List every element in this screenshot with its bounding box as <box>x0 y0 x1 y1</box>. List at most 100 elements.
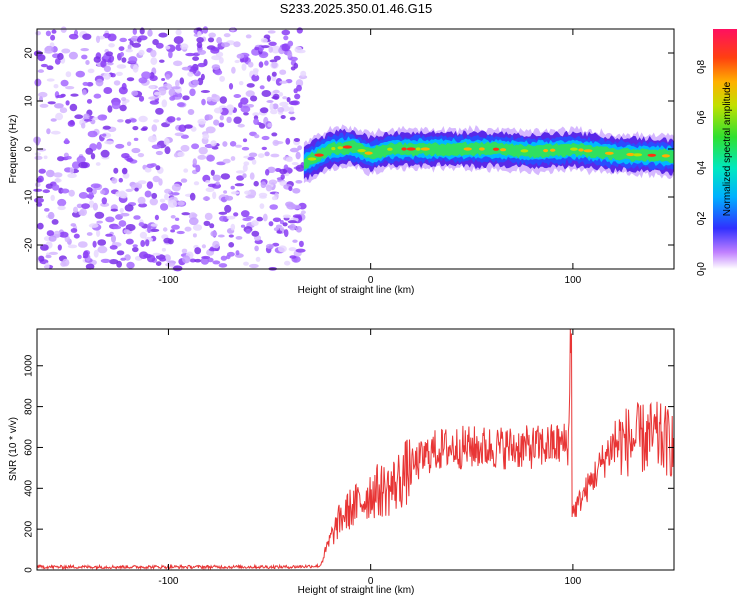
noise-blob <box>34 197 44 204</box>
noise-blob <box>50 130 61 135</box>
noise-blob <box>116 64 127 69</box>
noise-blob <box>236 53 245 59</box>
noise-blob <box>48 251 59 255</box>
noise-blob <box>194 247 202 255</box>
x-tick-label: 0 <box>368 275 374 286</box>
noise-blob <box>289 223 297 231</box>
signal-hotspot <box>314 153 324 157</box>
y-tick-label: 10 <box>24 95 35 107</box>
noise-blob <box>205 180 211 184</box>
noise-blob <box>253 180 259 187</box>
noise-blob <box>230 156 236 161</box>
noise-blob <box>210 140 217 147</box>
noise-blob <box>119 207 124 214</box>
noise-blob <box>38 255 45 262</box>
signal-hotspot <box>401 147 407 151</box>
noise-blob <box>34 78 42 87</box>
signal-hotspot <box>331 147 336 151</box>
noise-blob <box>103 87 113 94</box>
noise-blob <box>294 46 303 53</box>
noise-blob <box>181 212 190 216</box>
noise-blob <box>265 169 270 176</box>
noise-blob <box>280 174 285 180</box>
noise-blob <box>100 60 107 68</box>
noise-blob <box>193 181 200 186</box>
noise-blob <box>251 48 260 56</box>
noise-blob <box>197 62 206 68</box>
noise-blob <box>245 194 255 199</box>
noise-blob <box>154 91 161 96</box>
noise-blob <box>243 161 250 166</box>
noise-blob <box>285 137 291 145</box>
noise-blob <box>38 168 46 174</box>
noise-blob <box>37 175 44 183</box>
noise-blob <box>210 230 218 237</box>
noise-blob <box>300 210 306 215</box>
noise-blob <box>60 79 69 87</box>
noise-blob <box>261 135 270 141</box>
noise-blob <box>247 61 254 68</box>
noise-blob <box>39 96 43 102</box>
noise-blob <box>140 240 146 247</box>
noise-blob <box>125 224 136 231</box>
noise-blob <box>190 126 197 132</box>
noise-blob <box>95 35 101 43</box>
noise-blob <box>211 64 221 70</box>
noise-blob <box>48 235 57 242</box>
noise-blob <box>254 245 259 252</box>
noise-blob <box>192 233 197 238</box>
noise-blob <box>163 138 170 146</box>
noise-blob <box>120 192 128 199</box>
noise-blob <box>149 85 156 90</box>
noise-blob <box>85 263 95 270</box>
noise-blob <box>68 189 75 197</box>
noise-blob <box>146 254 156 263</box>
noise-blob <box>67 244 78 249</box>
noise-blob <box>121 57 127 63</box>
noise-blob <box>92 116 99 121</box>
y-tick-label: 1000 <box>24 354 35 377</box>
noise-blob <box>106 62 114 66</box>
noise-blob <box>147 29 153 37</box>
noise-blob <box>245 34 252 39</box>
noise-blob <box>206 154 215 162</box>
noise-blob <box>203 220 211 226</box>
noise-blob <box>76 203 83 209</box>
noise-blob <box>124 204 134 212</box>
noise-blob <box>242 138 248 143</box>
noise-blob <box>125 188 133 192</box>
noise-blob <box>223 33 231 38</box>
noise-blob <box>155 42 164 49</box>
noise-blob <box>285 157 293 163</box>
noise-blob <box>291 162 299 166</box>
noise-blob <box>290 66 296 71</box>
noise-blob <box>181 66 191 71</box>
noise-blob <box>202 196 211 201</box>
noise-blob <box>34 155 43 160</box>
noise-blob <box>173 36 184 45</box>
noise-blob <box>262 213 268 222</box>
snr-series-line <box>36 328 674 571</box>
noise-blob <box>82 81 89 86</box>
noise-blob <box>267 122 273 128</box>
noise-blob <box>138 49 145 56</box>
noise-blob <box>191 213 198 218</box>
noise-blob <box>226 215 236 220</box>
noise-blob <box>295 226 302 233</box>
noise-blob <box>176 117 181 121</box>
noise-blob <box>198 146 208 155</box>
noise-blob <box>132 28 137 35</box>
noise-blob <box>194 258 202 263</box>
noise-blob <box>149 228 160 232</box>
noise-blob <box>219 75 226 82</box>
noise-blob <box>88 223 99 228</box>
noise-blob <box>291 100 300 106</box>
noise-blob <box>252 112 260 117</box>
noise-blob <box>171 183 181 192</box>
noise-blob <box>118 220 127 227</box>
signal-hotspot <box>406 147 416 151</box>
noise-blob <box>115 143 125 149</box>
noise-blob <box>59 107 68 114</box>
noise-blob <box>35 137 41 145</box>
